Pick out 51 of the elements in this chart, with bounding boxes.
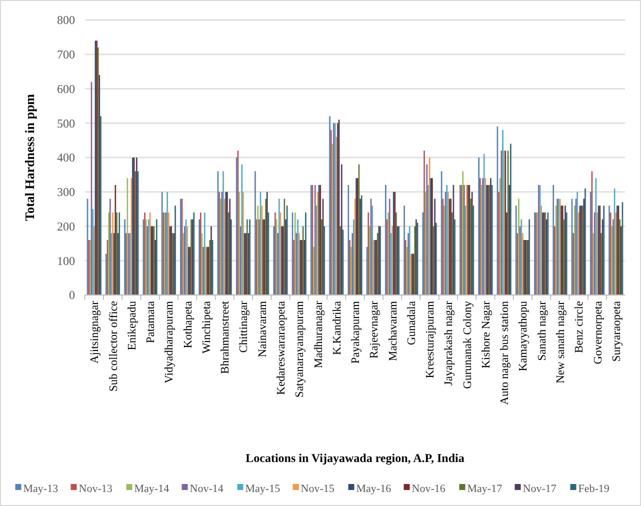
x-tick-label: K.Kandrika [331, 301, 344, 355]
legend-label: May-15 [245, 482, 281, 495]
x-tick-label: Suryaraopeta [610, 301, 623, 362]
y-tick-label: 400 [57, 150, 75, 165]
x-tick-label: Kamayyathopu [518, 300, 530, 372]
x-tick-label: Sub collector office [108, 301, 120, 392]
legend-label: May-13 [23, 482, 59, 495]
x-tick-label: Kishore Nagar [480, 300, 492, 368]
x-tick-label: Nainavaram [256, 300, 269, 358]
x-tick-label: Rajeevnagar [368, 300, 381, 358]
legend-label: Nov-13 [78, 482, 113, 495]
x-tick-label: Winchipeta [200, 301, 213, 354]
y-tick-label: 800 [57, 13, 75, 28]
legend-label: May-14 [134, 482, 170, 495]
legend-label: Nov-17 [522, 482, 557, 495]
y-tick-label: 500 [57, 116, 75, 130]
y-tick-label: 200 [57, 219, 75, 234]
x-tick-label: Satyanarayanapuram [294, 300, 306, 398]
x-tick-label: Gunadala [406, 301, 418, 346]
x-tick-label: Gurunanak Colony [462, 300, 474, 389]
legend-label: May-17 [467, 482, 503, 495]
x-tick-label: Ajitsingnagar [89, 300, 102, 364]
x-tick-label: Machavaram [387, 300, 400, 362]
legend-label: Nov-14 [190, 482, 224, 495]
x-axis-title: Locations in Vijayawada region, A.P, India [246, 451, 464, 465]
x-tick-label: Madhuranagar [312, 300, 325, 368]
x-tick-label: Kreesturajpuram [424, 300, 437, 378]
legend-label: Nov-15 [300, 482, 335, 495]
x-tick-label: Bhrahmanstreet [220, 300, 232, 374]
y-axis-title: Total Hardness in ppm [22, 94, 37, 222]
x-tick-label: Kedareswararaopeta [275, 301, 288, 395]
x-tick-label: Sanath nagar [536, 300, 548, 361]
x-tick-label: Patamata [145, 301, 158, 344]
y-tick-label: 100 [57, 254, 75, 268]
x-tick-label: Governorpeta [592, 301, 604, 364]
x-tick-label: Benz circle [574, 301, 586, 354]
x-tick-label: Vidyadharapuram [164, 300, 176, 384]
y-tick-label: 0 [69, 288, 75, 302]
x-tick-label: Auto nagar bus station [499, 300, 512, 405]
legend-label: Nov-16 [412, 482, 446, 495]
x-tick-label: Payakapuram [350, 300, 362, 364]
x-tick-label: Enikepadu [126, 300, 138, 350]
x-tick-label: Chittinagar [238, 300, 250, 353]
x-tick-label: Jayaprakash nagar [443, 300, 456, 386]
y-tick-label: 700 [57, 48, 75, 62]
legend-label: May-16 [356, 482, 392, 495]
y-tick-label: 300 [57, 185, 75, 200]
x-tick-label: New sanath nagar [554, 300, 567, 384]
y-tick-label: 600 [57, 82, 75, 96]
x-tick-label: Kothapeta [182, 301, 194, 348]
legend-label: Feb-19 [578, 482, 610, 495]
